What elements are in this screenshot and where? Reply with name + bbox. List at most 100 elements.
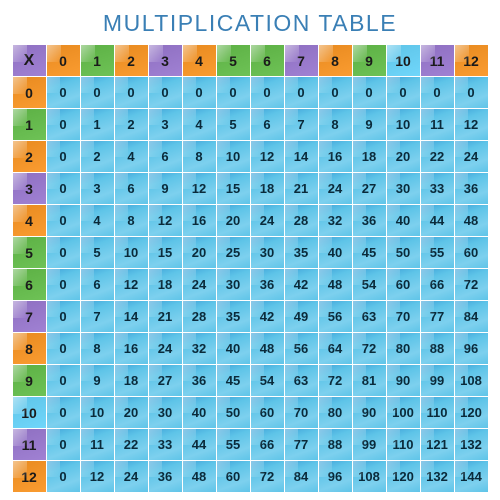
table-cell: 0 [47,237,80,268]
table-cell: 0 [149,77,182,108]
table-cell: 50 [387,237,420,268]
row-header: 6 [13,269,46,300]
table-cell: 0 [47,397,80,428]
table-cell: 33 [149,429,182,460]
table-cell: 7 [285,109,318,140]
table-cell: 66 [251,429,284,460]
table-cell: 0 [47,173,80,204]
table-cell: 80 [319,397,352,428]
table-cell: 55 [421,237,454,268]
col-header: 0 [47,45,80,76]
table-cell: 9 [81,365,114,396]
table-cell: 40 [387,205,420,236]
col-header: 12 [455,45,488,76]
table-cell: 10 [387,109,420,140]
table-cell: 0 [47,141,80,172]
table-cell: 48 [183,461,216,492]
table-cell: 0 [47,333,80,364]
table-cell: 12 [81,461,114,492]
table-cell: 11 [81,429,114,460]
table-cell: 28 [183,301,216,332]
table-cell: 12 [455,109,488,140]
table-cell: 110 [421,397,454,428]
row-header: 11 [13,429,46,460]
table-cell: 0 [183,77,216,108]
table-cell: 44 [421,205,454,236]
row-header: 3 [13,173,46,204]
table-cell: 90 [387,365,420,396]
table-cell: 120 [455,397,488,428]
col-header: 3 [149,45,182,76]
table-cell: 77 [285,429,318,460]
table-cell: 0 [47,269,80,300]
table-cell: 72 [251,461,284,492]
table-cell: 72 [353,333,386,364]
table-cell: 0 [387,77,420,108]
table-cell: 56 [319,301,352,332]
table-cell: 24 [251,205,284,236]
table-cell: 40 [217,333,250,364]
table-cell: 0 [47,109,80,140]
table-cell: 0 [353,77,386,108]
multiplication-table: X012345678910111200000000000000101234567… [13,45,488,492]
table-cell: 11 [421,109,454,140]
table-cell: 22 [115,429,148,460]
table-cell: 48 [319,269,352,300]
table-cell: 70 [387,301,420,332]
table-cell: 0 [251,77,284,108]
col-header: 6 [251,45,284,76]
row-header: 10 [13,397,46,428]
table-cell: 132 [421,461,454,492]
table-cell: 0 [285,77,318,108]
table-cell: 88 [421,333,454,364]
table-cell: 44 [183,429,216,460]
table-cell: 6 [81,269,114,300]
table-cell: 12 [115,269,148,300]
table-cell: 40 [183,397,216,428]
table-cell: 42 [285,269,318,300]
table-cell: 45 [353,237,386,268]
table-cell: 28 [285,205,318,236]
table-cell: 32 [183,333,216,364]
table-cell: 96 [455,333,488,364]
table-cell: 9 [353,109,386,140]
table-cell: 24 [319,173,352,204]
col-header: 1 [81,45,114,76]
table-cell: 36 [183,365,216,396]
table-cell: 45 [217,365,250,396]
table-cell: 0 [455,77,488,108]
table-cell: 15 [217,173,250,204]
table-cell: 36 [251,269,284,300]
table-cell: 33 [421,173,454,204]
table-cell: 22 [421,141,454,172]
table-cell: 63 [285,365,318,396]
row-header: 4 [13,205,46,236]
table-cell: 18 [115,365,148,396]
table-cell: 0 [81,77,114,108]
table-cell: 0 [47,365,80,396]
table-cell: 3 [149,109,182,140]
table-cell: 27 [353,173,386,204]
table-cell: 24 [115,461,148,492]
table-cell: 30 [149,397,182,428]
table-cell: 3 [81,173,114,204]
table-cell: 40 [319,237,352,268]
table-cell: 24 [149,333,182,364]
table-cell: 24 [455,141,488,172]
table-corner-cell: X [13,45,46,76]
table-cell: 18 [353,141,386,172]
table-cell: 48 [251,333,284,364]
table-cell: 27 [149,365,182,396]
table-cell: 54 [353,269,386,300]
table-cell: 18 [149,269,182,300]
table-cell: 121 [421,429,454,460]
table-cell: 66 [421,269,454,300]
table-cell: 5 [217,109,250,140]
table-cell: 4 [183,109,216,140]
table-cell: 56 [285,333,318,364]
table-cell: 14 [115,301,148,332]
table-cell: 49 [285,301,318,332]
table-cell: 20 [183,237,216,268]
table-cell: 6 [115,173,148,204]
table-cell: 0 [217,77,250,108]
